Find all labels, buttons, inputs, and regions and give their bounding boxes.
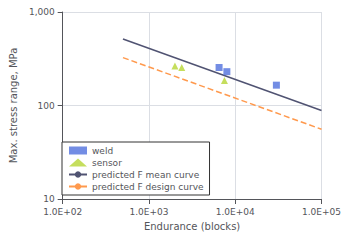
svg-text:1.0E+04: 1.0E+04: [216, 207, 255, 217]
svg-text:10: 10: [43, 194, 55, 204]
svg-text:100: 100: [37, 101, 54, 111]
svg-text:predicted F mean curve: predicted F mean curve: [92, 170, 200, 180]
svg-text:Max. stress range, MPa: Max. stress range, MPa: [8, 48, 19, 164]
svg-text:predicted F design curve: predicted F design curve: [92, 182, 204, 192]
svg-text:sensor: sensor: [92, 158, 122, 168]
svg-text:1.0E+02: 1.0E+02: [43, 207, 82, 217]
svg-text:weld: weld: [92, 146, 113, 156]
svg-text:1.0E+05: 1.0E+05: [302, 207, 341, 217]
svg-text:Endurance (blocks): Endurance (blocks): [144, 221, 240, 232]
svg-text:1.0E+03: 1.0E+03: [129, 207, 168, 217]
svg-text:1,000: 1,000: [29, 7, 55, 17]
